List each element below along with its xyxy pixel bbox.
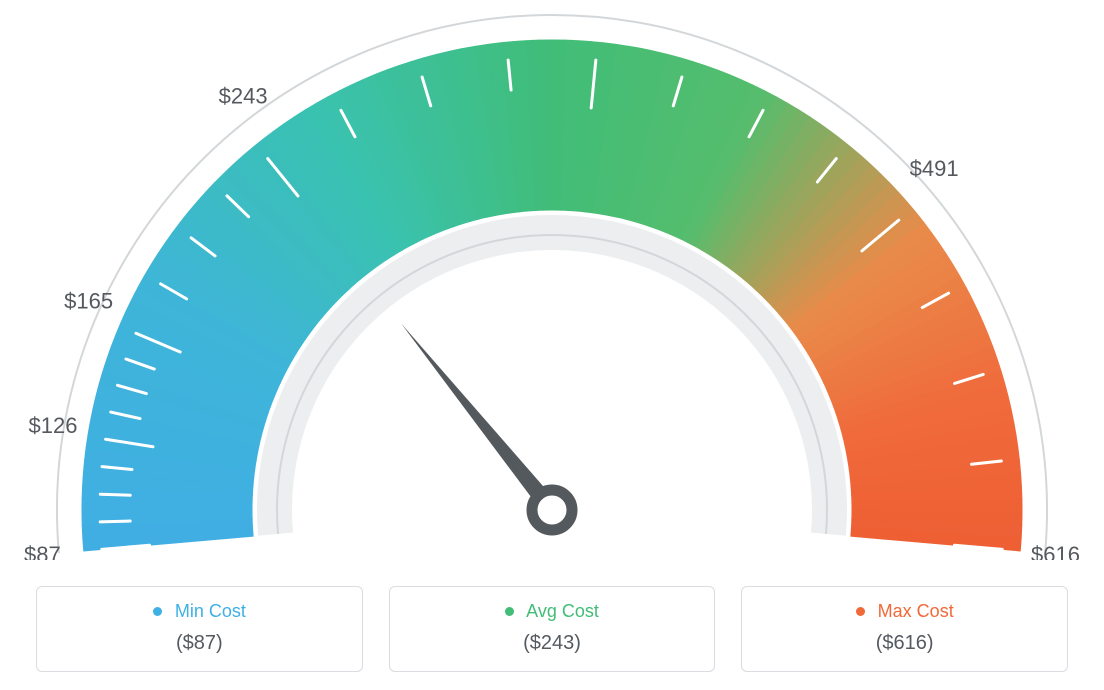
svg-text:$165: $165 <box>64 289 113 314</box>
min-dot <box>153 607 162 616</box>
max-dot <box>856 607 865 616</box>
max-value: ($616) <box>752 632 1057 655</box>
legend-row: Min Cost ($87) Avg Cost ($243) Max Cost … <box>0 586 1104 672</box>
svg-text:$87: $87 <box>24 542 61 560</box>
svg-text:$616: $616 <box>1031 542 1080 560</box>
max-label: Max Cost <box>878 601 954 621</box>
avg-cost-card: Avg Cost ($243) <box>389 586 716 672</box>
avg-dot <box>505 607 514 616</box>
min-label: Min Cost <box>175 601 246 621</box>
svg-text:$126: $126 <box>29 413 78 438</box>
avg-label: Avg Cost <box>526 601 599 621</box>
svg-text:$491: $491 <box>910 156 959 181</box>
min-value: ($87) <box>47 632 352 655</box>
min-cost-card: Min Cost ($87) <box>36 586 363 672</box>
max-cost-card: Max Cost ($616) <box>741 586 1068 672</box>
svg-text:$243: $243 <box>219 84 268 109</box>
avg-value: ($243) <box>400 632 705 655</box>
cost-gauge: $87$126$165$243$367$491$616 <box>0 0 1104 560</box>
